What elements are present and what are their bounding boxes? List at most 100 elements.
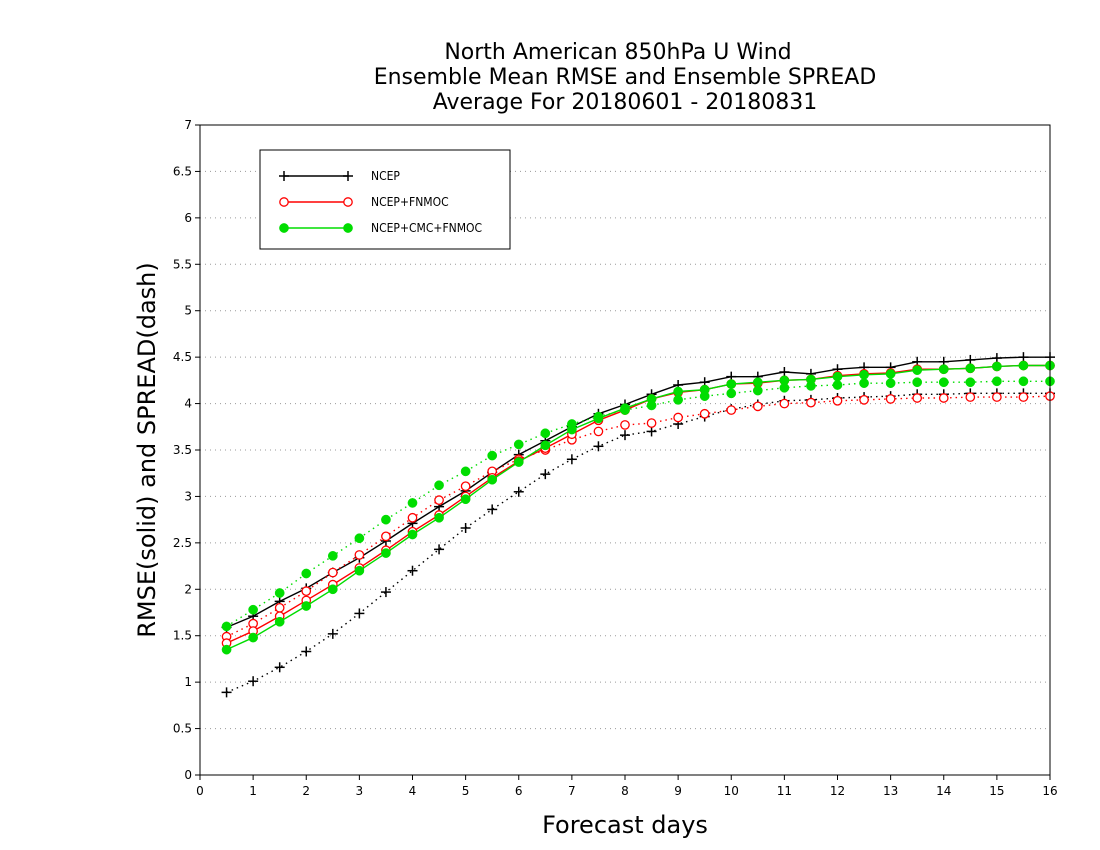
rmse-point [434,512,444,523]
spread-point [965,377,976,388]
rmse-point [460,494,471,505]
spread-point [434,495,444,505]
spread-point [992,376,1002,387]
spread-point [513,439,524,450]
rmse-point [859,369,869,380]
rmse-point [726,379,737,389]
legend-marker [343,197,353,207]
spread-point [832,380,843,390]
x-tick-label: 6 [515,784,523,798]
spread-point [699,408,710,419]
spread-point [221,687,232,698]
spread-point [1018,392,1029,402]
rmse-point [885,369,896,379]
spread-point [434,544,445,555]
legend-marker [279,197,289,207]
rmse-point [301,601,312,611]
spread-point [859,378,869,388]
axis-ticks: 00.511.522.533.544.555.566.570 1 2 3 4 5 6 7 8 9 1… [173,118,1058,798]
rmse-point [832,371,843,382]
rmse-point [407,529,418,540]
spread-point [992,392,1002,402]
y-tick-label: 3.5 [173,443,192,457]
spread-point [274,603,285,613]
x-tick-label: 5 [462,784,470,798]
rmse-point [567,424,577,435]
spread-point [673,395,683,405]
rmse-point [699,384,710,395]
plot-series [221,352,1055,698]
spread-point [460,523,471,533]
plot-frame [199,124,1051,776]
rmse-line [226,356,1050,629]
rmse-point [965,354,976,365]
rmse-point [779,375,790,386]
spread-point [354,550,365,560]
spread-point [407,498,418,508]
spread-point [885,378,896,388]
spread-point [460,466,471,477]
title-line-2: Ensemble Mean RMSE and Ensemble SPREAD [374,65,877,90]
legend-label: NCEP [371,169,400,183]
spread-point [513,486,524,497]
spread-point [832,395,843,406]
spread-point [460,481,471,492]
spread-point [859,395,869,405]
rmse-point [248,632,258,643]
spread-point [646,426,657,437]
rmse-point [513,457,524,467]
x-axis-label: Forecast days [542,811,708,839]
rmse-point [354,565,365,576]
spread-point [726,388,737,399]
spread-point [965,392,976,402]
legend-box [259,149,511,250]
spread-point [566,454,577,465]
x-tick-label: 2 [302,784,310,798]
y-tick-label: 7 [184,118,192,132]
rmse-point [912,365,923,375]
rmse-point [646,394,657,404]
spread-point [673,412,683,423]
y-axis-label: RMSE(solid) and SPREAD(dash) [133,262,161,638]
rmse-point [1018,352,1029,363]
y-tick-label: 5.5 [173,257,192,271]
spread-point [779,398,790,409]
spread-point [301,586,312,596]
spread-point [593,426,604,437]
spread-point [381,531,391,542]
spread-point [885,394,896,404]
y-tick-label: 2.5 [173,536,192,550]
x-tick-label: 15 [989,784,1004,798]
legend-label: NCEP+CMC+FNMOC [371,221,482,235]
spread-point [938,393,949,403]
legend-entry: NCEP+CMC+FNMOC [279,221,482,235]
y-tick-label: 4.5 [173,350,192,364]
legend-entry: NCEP [279,169,400,183]
legend-entry: NCEP+FNMOC [279,195,449,209]
y-tick-label: 1.5 [173,629,192,643]
x-tick-label: 8 [621,784,629,798]
spread-point [327,628,338,639]
y-tick-label: 6 [184,211,192,225]
legend-marker [343,223,353,233]
y-tick-label: 2 [184,582,192,596]
rmse-line [226,364,1050,651]
rmse-point [673,386,683,397]
rmse-line [226,364,1050,644]
rmse-point [938,364,949,375]
y-tick-label: 4 [184,397,192,411]
title-line-1: North American 850hPa U Wind [444,40,791,65]
spread-line [226,392,1050,694]
spread-point [248,604,258,615]
rmse-point [620,403,630,414]
x-tick-label: 4 [409,784,417,798]
x-tick-label: 11 [777,784,792,798]
legend-marker [279,171,289,181]
rmse-point [992,361,1002,372]
y-tick-label: 3 [184,489,192,503]
spread-point [487,450,498,461]
legend-marker [279,223,289,233]
spread-point [806,397,816,408]
spread-point [912,393,923,403]
